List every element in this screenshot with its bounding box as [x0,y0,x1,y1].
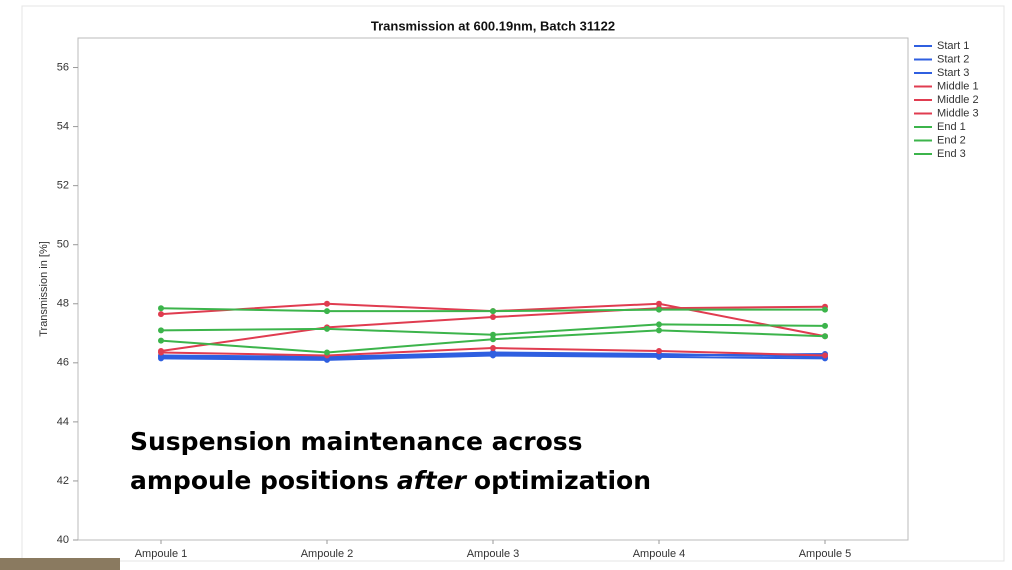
x-tick-label: Ampoule 5 [799,548,852,560]
point [656,307,662,313]
x-tick-label: Ampoule 4 [633,548,686,560]
legend-label: Start 3 [937,67,969,79]
point [324,301,330,307]
legend-label: Middle 2 [937,94,979,106]
y-tick-label: 56 [57,61,69,73]
point [158,311,164,317]
y-tick-label: 42 [57,475,69,487]
chart-title: Transmission at 600.19nm, Batch 31122 [371,18,615,33]
y-tick-label: 52 [57,180,69,192]
chart: Transmission at 600.19nm, Batch 31122 Tr… [0,0,1012,570]
point [490,314,496,320]
y-tick-label: 50 [57,239,69,251]
point [324,349,330,355]
point [822,333,828,339]
point [822,323,828,329]
point [158,349,164,355]
point [656,321,662,327]
legend-label: End 1 [937,121,966,133]
y-tick-label: 54 [57,120,69,132]
x-tick-label: Ampoule 3 [467,548,520,560]
y-tick-label: 44 [57,416,69,428]
x-tick-label: Ampoule 1 [135,548,188,560]
legend-label: Middle 3 [937,107,979,119]
y-tick-label: 40 [57,534,69,546]
y-axis-label: Transmission in [%] [38,241,50,337]
point [158,327,164,333]
legend-label: End 3 [937,148,966,160]
point [490,336,496,342]
legend-label: Start 2 [937,53,969,65]
legend-label: Start 1 [937,40,969,52]
annotation-part: after [397,466,468,495]
point [158,338,164,344]
annotation-part: optimization [474,466,651,495]
point [490,345,496,351]
point [324,326,330,332]
point [324,308,330,314]
legend-label: End 2 [937,134,966,146]
x-tick-label: Ampoule 2 [301,548,354,560]
point [656,327,662,333]
point [656,348,662,354]
y-tick-label: 48 [57,298,69,310]
y-tick-label: 46 [57,357,69,369]
point [822,352,828,358]
legend-label: Middle 1 [937,80,979,92]
annotation: Suspension maintenance across [130,427,583,456]
point [158,305,164,311]
point [490,308,496,314]
background-image-fragment [0,558,120,570]
annotation-part: ampoule positions [130,466,389,495]
point [822,307,828,313]
